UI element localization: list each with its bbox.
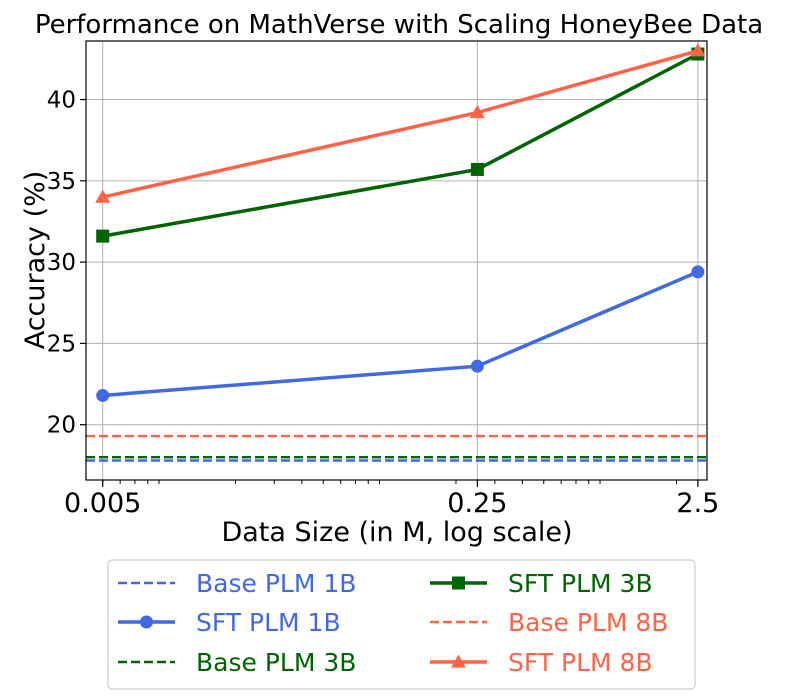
legend-label: Base PLM 8B (508, 608, 668, 637)
series-sft-plm-8b (95, 43, 706, 203)
data-point (691, 265, 705, 279)
chart-title: Performance on MathVerse with Scaling Ho… (35, 10, 763, 40)
series-layer (86, 43, 707, 462)
grid-layer (86, 41, 707, 480)
data-point (451, 654, 466, 668)
series-sft-plm-1b (96, 265, 705, 402)
series-sft-plm-3b (96, 47, 705, 243)
legend-item-sft-plm-3b: SFT PLM 3B (430, 569, 653, 598)
series-line (102, 52, 699, 238)
y-tick-label: 30 (47, 250, 76, 276)
legend-label: SFT PLM 1B (196, 608, 341, 637)
legend-item-sft-plm-1b: SFT PLM 1B (118, 608, 341, 637)
y-tick-label: 40 (47, 88, 76, 114)
data-point (95, 189, 111, 203)
data-point (690, 43, 706, 57)
legend-item-base-plm-3b: Base PLM 3B (118, 648, 356, 677)
legend-label: Base PLM 3B (196, 648, 356, 677)
ticks-layer: 20 25 30 35 40 0.005 0.25 2.5 (47, 88, 720, 519)
plot-frame (85, 40, 708, 481)
legend-label: SFT PLM 3B (508, 569, 653, 598)
x-tick-label: 0.005 (64, 488, 141, 519)
data-point (470, 359, 484, 373)
y-tick-label: 20 (47, 413, 76, 439)
data-point (470, 162, 484, 176)
y-tick-label: 35 (47, 169, 76, 195)
series-line (102, 49, 699, 199)
legend-item-base-plm-1b: Base PLM 1B (118, 569, 356, 598)
legend-label: SFT PLM 8B (508, 648, 653, 677)
data-point (96, 388, 110, 402)
x-axis-label: Data Size (in M, log scale) (221, 517, 572, 548)
y-tick-label: 25 (47, 331, 76, 357)
legend: Base PLM 1B SFT PLM 1B Base PLM 3B SFT PLM … (107, 559, 696, 690)
legend-label: Base PLM 1B (196, 569, 356, 598)
data-point (140, 615, 153, 629)
x-tick-label: 0.25 (447, 488, 507, 519)
legend-item-base-plm-8b: Base PLM 8B (430, 608, 668, 637)
legend-box (107, 559, 696, 690)
series-line (102, 270, 699, 398)
data-point (96, 229, 110, 243)
data-point (452, 576, 465, 590)
x-tick-label: 2.5 (676, 488, 719, 519)
data-point (469, 105, 485, 119)
y-axis-label: Accuracy (%) (20, 171, 51, 350)
legend-item-sft-plm-8b: SFT PLM 8B (430, 648, 653, 677)
